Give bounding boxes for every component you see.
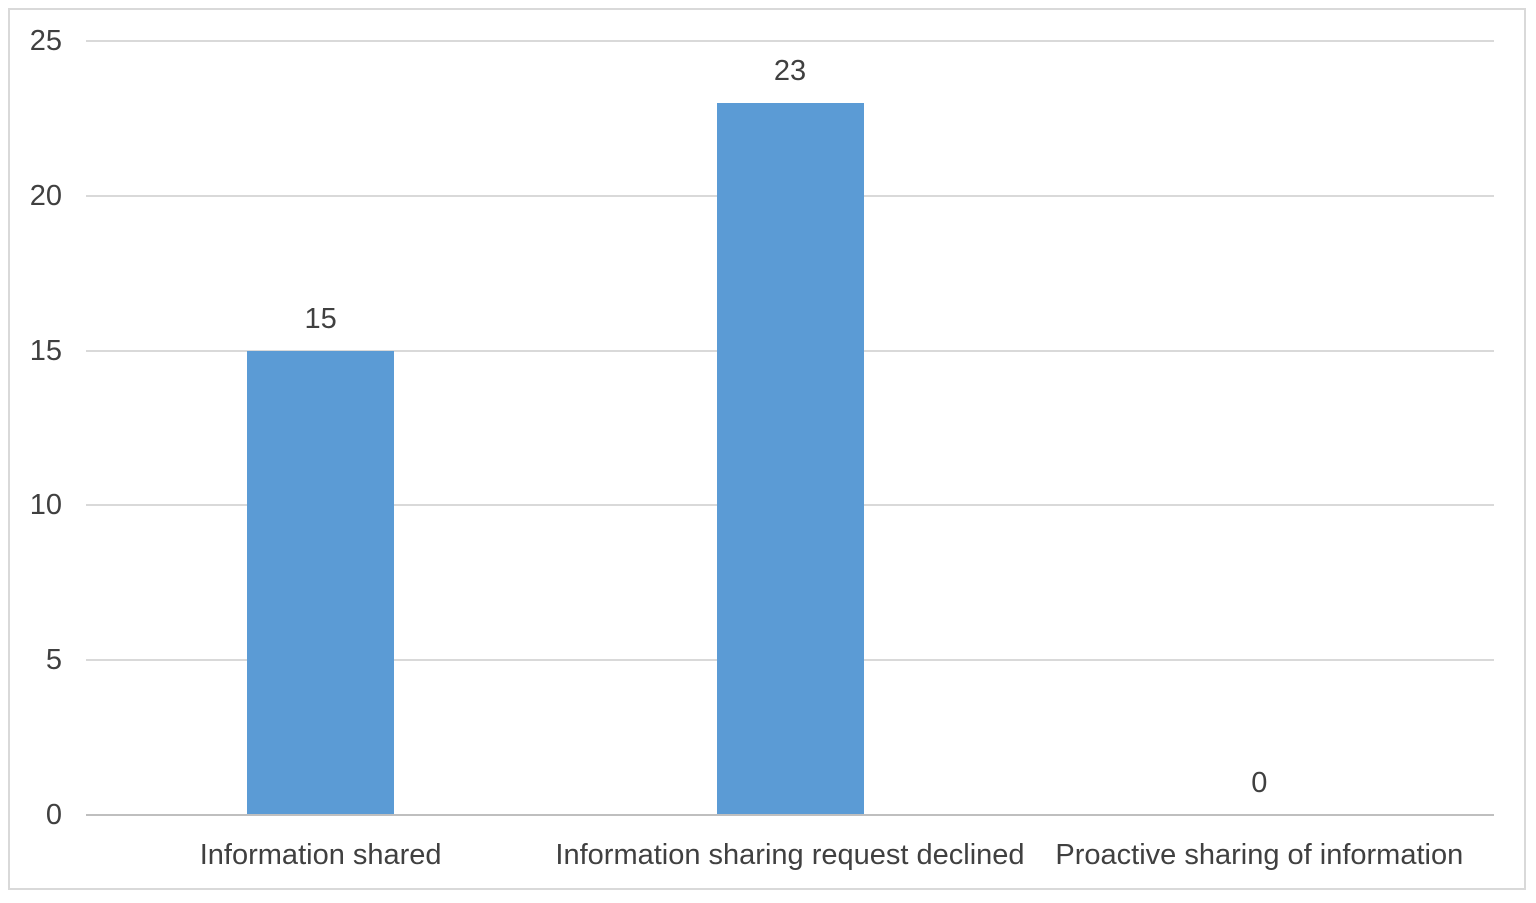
y-tick-label: 5 — [45, 644, 62, 677]
category-label: Information sharing request declined — [555, 839, 1025, 871]
y-tick-label: 10 — [29, 489, 62, 522]
data-label: 0 — [1251, 767, 1268, 799]
category-label: Information shared — [199, 839, 442, 871]
data-label: 15 — [304, 302, 337, 335]
y-tick-label: 0 — [45, 799, 62, 831]
y-tick-label: 15 — [29, 334, 62, 367]
category-label: Proactive sharing of information — [1055, 839, 1464, 871]
x-axis-line — [86, 814, 1494, 816]
y-tick-label: 20 — [29, 179, 62, 212]
data-label: 23 — [773, 54, 807, 87]
bar-1 — [247, 350, 395, 814]
bar-2 — [716, 102, 864, 814]
gridline — [86, 40, 1494, 42]
y-tick-label: 25 — [29, 25, 62, 57]
